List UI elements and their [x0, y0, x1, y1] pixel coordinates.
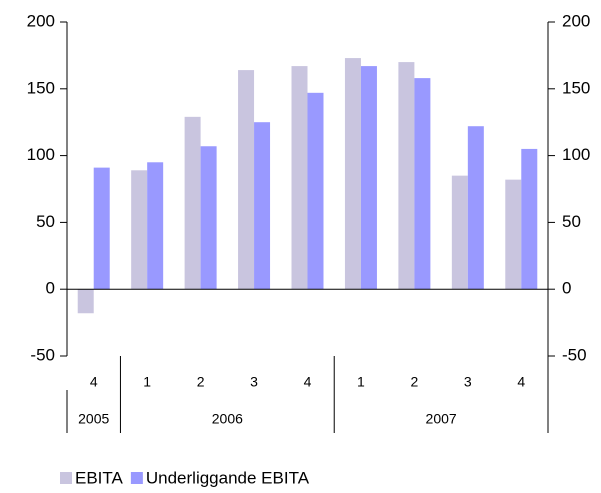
- y-tick-label: 200: [27, 11, 55, 30]
- y2-tick-label: -50: [562, 345, 587, 364]
- bar: [451, 175, 468, 290]
- bar: [93, 167, 110, 290]
- x-group-label: 2007: [426, 411, 457, 427]
- bar: [238, 70, 255, 290]
- legend-label: EBITA: [75, 468, 124, 487]
- x-tick-label: 1: [357, 374, 365, 390]
- x-tick-label: 3: [250, 374, 258, 390]
- bar: [307, 92, 324, 290]
- y-tick-label: 100: [27, 145, 55, 164]
- bar: [291, 66, 308, 290]
- y-tick-label: 50: [36, 212, 55, 231]
- x-tick-label: 1: [143, 374, 151, 390]
- y2-tick-label: 50: [562, 212, 581, 231]
- y2-tick-label: 100: [562, 145, 590, 164]
- bar: [398, 62, 415, 290]
- x-tick-label: 3: [464, 374, 472, 390]
- legend-swatch: [60, 472, 72, 484]
- x-tick-label: 4: [304, 374, 312, 390]
- y-tick-label: -50: [30, 345, 55, 364]
- y2-tick-label: 200: [562, 11, 590, 30]
- x-tick-label: 2: [410, 374, 418, 390]
- bar: [131, 170, 148, 290]
- bar: [360, 66, 377, 290]
- y-tick-label: 0: [46, 279, 55, 298]
- bar: [200, 146, 217, 290]
- bar: [77, 289, 94, 314]
- bar: [147, 162, 164, 290]
- y2-tick-label: 0: [562, 279, 571, 298]
- bar: [344, 58, 361, 290]
- y-tick-label: 150: [27, 78, 55, 97]
- x-group-label: 2005: [78, 411, 109, 427]
- bar: [505, 179, 522, 290]
- x-tick-label: 4: [517, 374, 525, 390]
- bar: [521, 148, 538, 290]
- x-tick-label: 4: [90, 374, 98, 390]
- bar: [467, 126, 484, 290]
- bar: [184, 116, 201, 290]
- y2-tick-label: 150: [562, 78, 590, 97]
- bar: [254, 122, 271, 290]
- bar: [414, 78, 431, 290]
- legend-label: Underliggande EBITA: [146, 468, 310, 487]
- legend-swatch: [130, 472, 143, 484]
- x-tick-label: 2: [197, 374, 205, 390]
- x-group-label: 2006: [212, 411, 243, 427]
